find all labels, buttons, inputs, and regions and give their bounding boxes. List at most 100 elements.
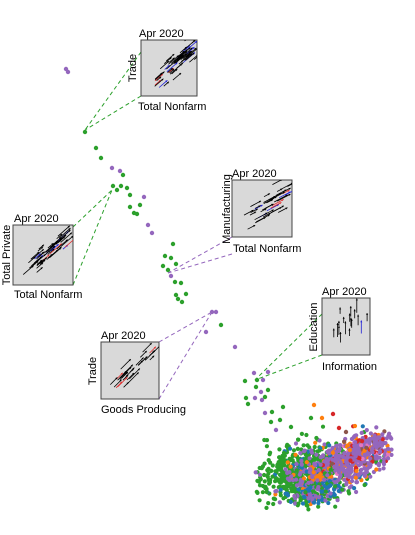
inset-arrowhead xyxy=(202,51,204,53)
inset-arrowhead xyxy=(188,53,191,56)
scatter-point-48 xyxy=(259,397,265,403)
inset-arrowhead xyxy=(176,55,179,58)
scatter-point-59 xyxy=(330,411,336,417)
inset-arrowhead xyxy=(43,254,46,257)
inset-arrowhead xyxy=(59,246,62,249)
inset-arrowhead xyxy=(59,238,62,241)
inset-arrowhead xyxy=(137,368,140,371)
inset-arrow xyxy=(159,60,170,70)
inset-arrowhead xyxy=(130,364,133,367)
inset-arrowhead xyxy=(136,372,139,375)
inset-arrowhead xyxy=(185,49,188,52)
inset-arrow xyxy=(182,50,193,60)
scatter-point-1458 xyxy=(317,495,322,500)
scatter-point-361 xyxy=(266,501,271,506)
inset-arrowhead xyxy=(270,199,274,202)
scatter-point-37 xyxy=(232,344,238,350)
inset-arrowhead xyxy=(342,316,345,319)
inset-1-xlabel: Total Nonfarm xyxy=(138,101,206,113)
scatter-point-399 xyxy=(291,448,297,453)
inset-arrowhead xyxy=(344,321,347,324)
scatter-point-498 xyxy=(275,464,280,469)
inset-arrowhead xyxy=(69,232,72,235)
scatter-point-405 xyxy=(303,452,309,458)
scatter-point-531 xyxy=(274,469,279,474)
inset-5-panel xyxy=(100,341,160,400)
inset-arrowhead xyxy=(38,253,41,256)
scatter-point-545 xyxy=(282,486,287,491)
scatter-point-1025 xyxy=(330,445,335,451)
scatter-point-1466 xyxy=(292,493,297,499)
inset-arrowhead xyxy=(152,355,155,358)
scatter-point-1260 xyxy=(307,470,312,475)
inset-arrowhead xyxy=(52,246,55,249)
scatter-point-33 xyxy=(209,309,215,315)
inset-arrow xyxy=(256,214,270,223)
inset-arrow xyxy=(169,63,183,75)
inset-1-arrows xyxy=(154,40,204,88)
scatter-point-834 xyxy=(299,465,304,470)
inset-2-arrows xyxy=(243,180,299,230)
inset-arrowhead xyxy=(191,52,195,56)
inset-arrowhead xyxy=(251,209,254,212)
scatter-point-22 xyxy=(168,255,174,261)
inset-arrow xyxy=(151,346,159,354)
inset-arrowhead xyxy=(48,250,51,253)
inset-arrow xyxy=(154,78,164,87)
scatter-point-552 xyxy=(281,461,286,466)
inset-arrowhead xyxy=(281,205,284,208)
scatter-point-1136 xyxy=(334,443,339,448)
scatter-point-1318 xyxy=(358,461,364,466)
scatter-point-1299 xyxy=(325,449,330,454)
scatter-point-23 xyxy=(173,261,179,267)
inset-arrow xyxy=(119,366,132,379)
scatter-point-17 xyxy=(134,211,140,217)
inset-arrowhead xyxy=(115,377,118,380)
scatter-point-227 xyxy=(262,472,267,478)
scatter-point-1042 xyxy=(376,461,381,466)
scatter-point-842 xyxy=(288,464,293,469)
inset-arrow xyxy=(59,227,71,239)
inset-arrow xyxy=(274,194,288,203)
inset-5-date-label: Apr 2020 xyxy=(101,330,146,342)
scatter-point-9 xyxy=(114,187,120,193)
scatter-point-920 xyxy=(300,479,305,484)
scatter-point-1308 xyxy=(352,433,357,438)
scatter-point-1340 xyxy=(348,458,353,463)
inset-arrow xyxy=(142,342,152,353)
inset-arrow xyxy=(22,265,34,275)
inset-arrowhead xyxy=(255,208,258,211)
inset-1-connector-2 xyxy=(84,95,142,131)
scatter-point-41 xyxy=(260,377,266,383)
scatter-point-1276 xyxy=(384,436,389,441)
scatter-point-63 xyxy=(308,415,314,421)
inset-arrow xyxy=(129,368,141,380)
scatter-point-1420 xyxy=(332,492,337,498)
inset-arrowhead xyxy=(119,381,123,384)
inset-4-ylabel: Education xyxy=(308,303,320,352)
scatter-point-324 xyxy=(253,470,258,475)
inset-arrowhead xyxy=(353,309,356,312)
connector-lines xyxy=(72,51,323,400)
inset-arrowhead xyxy=(297,180,299,182)
inset-1-connector-1 xyxy=(84,51,142,131)
scatter-point-1438 xyxy=(283,491,288,496)
inset-arrowhead xyxy=(167,65,170,68)
inset-arrowhead xyxy=(181,62,184,65)
inset-arrow xyxy=(61,235,73,247)
scatter-point-1467 xyxy=(322,477,327,482)
scatter-point-10 xyxy=(118,183,124,189)
scatter-point-968 xyxy=(309,450,315,455)
inset-arrow xyxy=(57,225,71,237)
inset-arrowhead xyxy=(159,76,162,79)
inset-4-date-label: Apr 2020 xyxy=(322,286,367,298)
scatter-point-52 xyxy=(262,410,268,416)
inset-3-date-label: Apr 2020 xyxy=(14,213,59,225)
scatter-point-1371 xyxy=(315,478,320,483)
inset-arrowhead xyxy=(192,47,195,50)
inset-arrowhead xyxy=(190,47,193,50)
scatter-point-1235 xyxy=(338,473,343,478)
